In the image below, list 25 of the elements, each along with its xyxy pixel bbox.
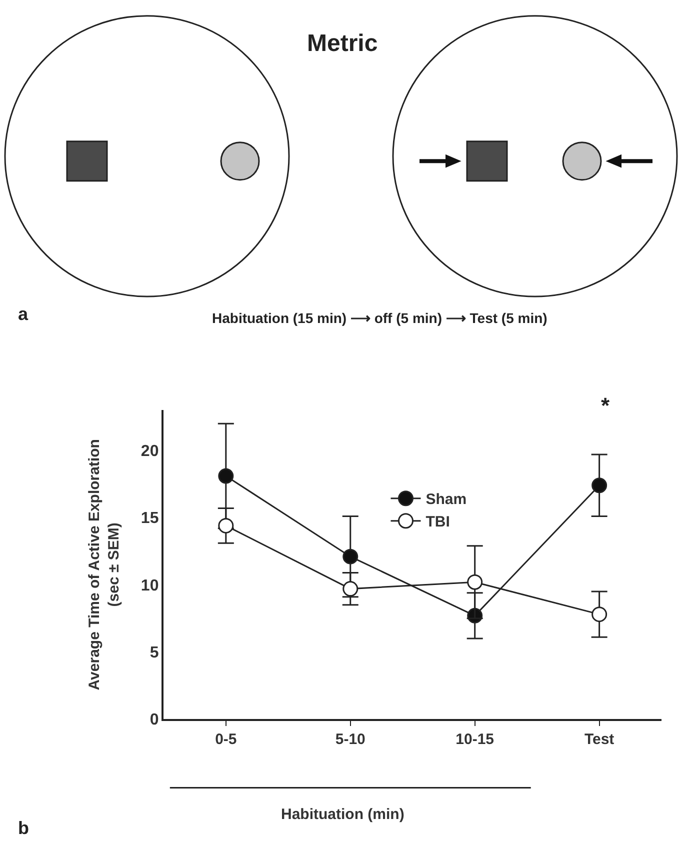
x-tick-label: 5-10 xyxy=(335,730,366,748)
legend-label: TBI xyxy=(426,514,450,531)
point xyxy=(592,478,608,494)
point xyxy=(342,548,358,564)
point xyxy=(218,518,234,534)
text: b xyxy=(18,818,29,838)
y-tick-label: 15 xyxy=(140,510,159,528)
chart-title: Metric xyxy=(307,30,378,57)
point xyxy=(592,606,608,622)
x-tick-label: Test xyxy=(584,730,614,748)
x-tick-label: 10-15 xyxy=(456,730,494,748)
y-tick-label: 5 xyxy=(150,644,159,662)
y-tick-label: 20 xyxy=(140,443,159,460)
legend-label: Sham xyxy=(426,491,467,508)
point xyxy=(342,581,358,597)
point xyxy=(467,574,483,590)
y-tick-label: 0 xyxy=(150,712,159,729)
text: a xyxy=(18,304,29,324)
annotation: * xyxy=(601,393,610,418)
y-axis-title: Average Time of Active Exploration (sec ± SEM) xyxy=(86,439,123,690)
y-tick-label: 10 xyxy=(140,577,159,594)
text: Habituation (15 min) ⟶ off (5 min) ⟶ Test (5 min) xyxy=(212,310,548,326)
point xyxy=(218,468,234,484)
x-tick-label: 0-5 xyxy=(215,730,237,748)
x-axis-title: Habituation (min) xyxy=(281,806,404,823)
